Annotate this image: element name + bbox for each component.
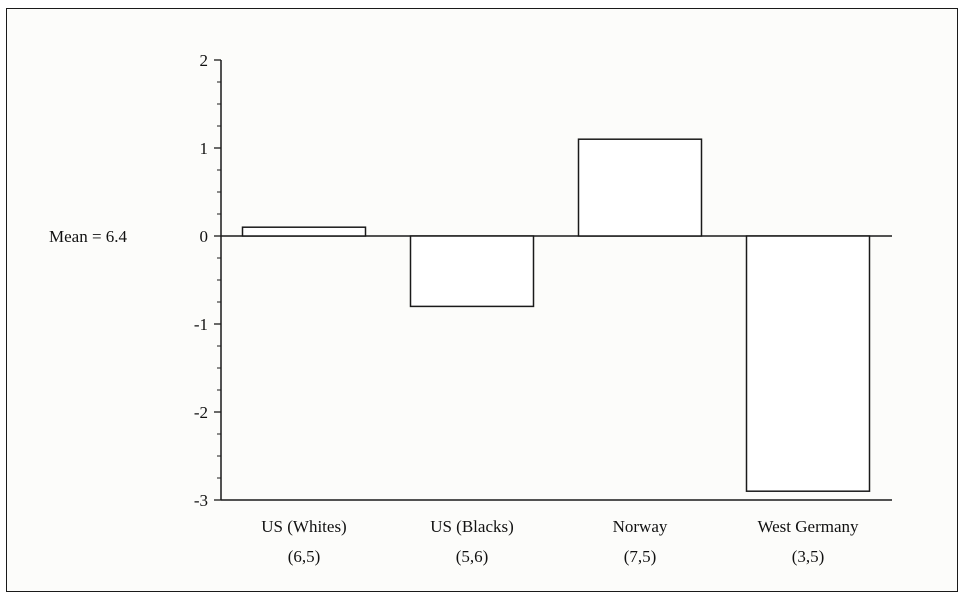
category-label: West Germany bbox=[757, 517, 859, 536]
category-label: Norway bbox=[613, 517, 668, 536]
baseline-label: Mean = 6.4 bbox=[49, 227, 128, 246]
bars bbox=[241, 138, 871, 492]
category-label: US (Blacks) bbox=[430, 517, 514, 536]
bar-us-blacks bbox=[409, 235, 535, 308]
y-tick-label: 0 bbox=[200, 227, 209, 246]
y-tick-label: 2 bbox=[200, 51, 209, 70]
category-sublabel: (6,5) bbox=[288, 547, 321, 566]
category-label: US (Whites) bbox=[261, 517, 346, 536]
y-tick-label: -1 bbox=[194, 315, 208, 334]
category-sublabel: (7,5) bbox=[624, 547, 657, 566]
y-tick-label: -3 bbox=[194, 491, 208, 510]
category-sublabel: (3,5) bbox=[792, 547, 825, 566]
labels: Mean = 6.4 US (Whites) (6,5) US (Blacks) (5… bbox=[49, 227, 859, 566]
y-tick-label: 1 bbox=[200, 139, 209, 158]
y-tick-label: -2 bbox=[194, 403, 208, 422]
category-sublabel: (5,6) bbox=[456, 547, 489, 566]
bar-west-germany bbox=[745, 235, 871, 492]
bar-norway bbox=[577, 138, 703, 237]
bar-us-whites bbox=[241, 226, 367, 237]
